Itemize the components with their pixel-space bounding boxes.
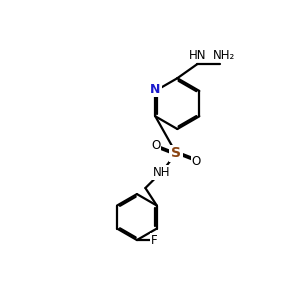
Text: HN: HN bbox=[188, 49, 206, 62]
Text: O: O bbox=[152, 139, 161, 152]
Text: S: S bbox=[171, 146, 181, 160]
Text: N: N bbox=[150, 84, 160, 97]
Text: F: F bbox=[151, 234, 157, 247]
Text: O: O bbox=[191, 155, 201, 168]
Text: NH₂: NH₂ bbox=[213, 49, 236, 62]
Text: NH: NH bbox=[153, 166, 170, 179]
